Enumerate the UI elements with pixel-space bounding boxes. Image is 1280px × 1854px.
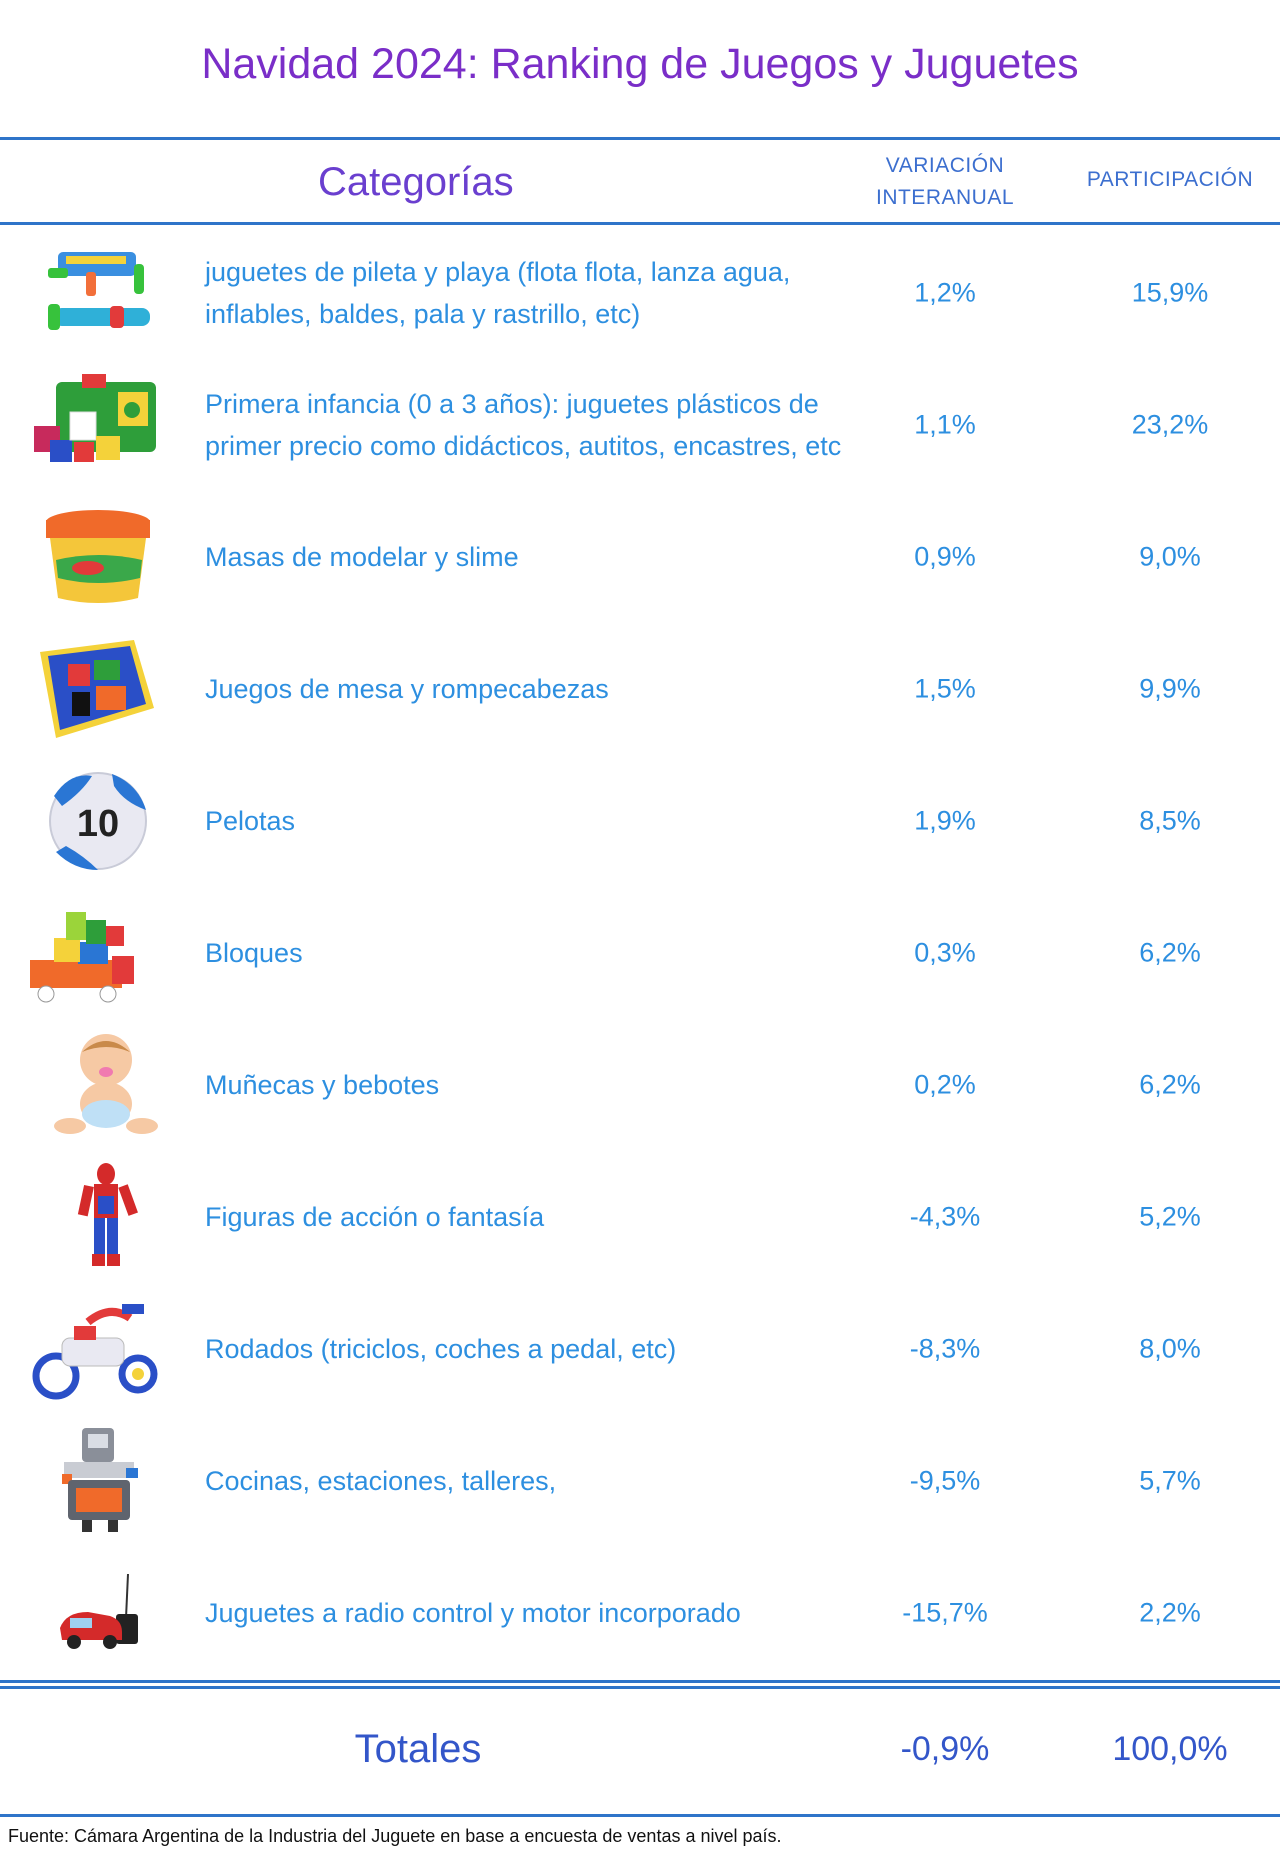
table-row: Masas de modelar y slime 0,9% 9,0% <box>0 491 1280 623</box>
totals-participacion: 100,0% <box>1112 1730 1228 1768</box>
totals-bottom-rule <box>0 1814 1280 1817</box>
participacion-value: 5,2% <box>1139 1201 1201 1232</box>
table-row: Figuras de acción o fantasía -4,3% 5,2% <box>0 1151 1280 1283</box>
category-label: Juguetes a radio control y motor incorpo… <box>205 1598 741 1628</box>
participacion-value: 6,2% <box>1139 1069 1201 1100</box>
rc-car-icon <box>60 1573 138 1649</box>
variacion-value: 0,3% <box>914 937 976 968</box>
table-row: juguetes de pileta y playa (flota flota,… <box>0 227 1280 359</box>
source-note: Fuente: Cámara Argentina de la Industria… <box>8 1826 782 1846</box>
variacion-value: 1,1% <box>914 409 976 440</box>
participacion-value: 9,9% <box>1139 673 1201 704</box>
action-figure-icon <box>77 1163 138 1266</box>
water-gun-icon <box>48 252 150 330</box>
table-row: Rodados (triciclos, coches a pedal, etc)… <box>0 1283 1280 1415</box>
tricycle-icon <box>32 1304 158 1400</box>
variacion-value: 0,9% <box>914 541 976 572</box>
category-label: Rodados (triciclos, coches a pedal, etc) <box>205 1334 677 1364</box>
play-dough-icon <box>46 510 150 603</box>
header-top-rule <box>0 137 1280 140</box>
variacion-value: -4,3% <box>909 1201 981 1232</box>
category-label: Muñecas y bebotes <box>205 1070 440 1100</box>
header-participacion: PARTICIPACIÓN <box>1086 168 1254 191</box>
table-row: Muñecas y bebotes 0,2% 6,2% <box>0 1019 1280 1151</box>
variacion-value: 1,5% <box>914 673 976 704</box>
page-title: Navidad 2024: Ranking de Juegos y Juguet… <box>201 40 1079 88</box>
variacion-value: 0,2% <box>914 1069 976 1100</box>
header-variacion-line1: VARIACIÓN <box>885 154 1005 177</box>
totals-label: Totales <box>354 1727 482 1771</box>
svg-text:10: 10 <box>77 803 119 845</box>
variacion-value: -9,5% <box>909 1465 981 1496</box>
baby-doll-icon <box>54 1034 158 1134</box>
totals-top-rule-1 <box>0 1680 1280 1683</box>
category-label: Cocinas, estaciones, talleres, <box>205 1466 557 1496</box>
variacion-value: 1,2% <box>914 277 976 308</box>
totals-top-rule-2 <box>0 1686 1280 1689</box>
participacion-value: 2,2% <box>1139 1597 1201 1628</box>
category-label: Bloques <box>205 938 303 968</box>
header-variacion: VARIACIÓN INTERANUAL <box>870 150 1020 214</box>
participacion-value: 9,0% <box>1139 541 1201 572</box>
variacion-value: 1,9% <box>914 805 976 836</box>
table-row: Bloques 0,3% 6,2% <box>0 887 1280 1019</box>
header-categorias: Categorías <box>318 160 514 204</box>
ball-icon: 10 <box>49 772 147 870</box>
participacion-value: 23,2% <box>1131 409 1209 440</box>
table-row: Cocinas, estaciones, talleres, -9,5% 5,7… <box>0 1415 1280 1547</box>
table-row: Juegos de mesa y rompecabezas 1,5% 9,9% <box>0 623 1280 755</box>
participacion-value: 6,2% <box>1139 937 1201 968</box>
blocks-icon <box>30 912 134 1003</box>
category-label: Juegos de mesa y rompecabezas <box>205 674 609 704</box>
participacion-value: 15,9% <box>1131 277 1209 308</box>
header-bottom-rule <box>0 222 1280 225</box>
participacion-value: 8,5% <box>1139 805 1201 836</box>
category-label: Figuras de acción o fantasía <box>205 1202 545 1232</box>
variacion-value: -15,7% <box>902 1597 988 1628</box>
participacion-value: 8,0% <box>1139 1333 1201 1364</box>
shape-sorter-icon <box>34 374 156 462</box>
table-row: Juguetes a radio control y motor incorpo… <box>0 1547 1280 1679</box>
totals-variacion: -0,9% <box>900 1730 990 1768</box>
variacion-value: -8,3% <box>909 1333 981 1364</box>
participacion-value: 5,7% <box>1139 1465 1201 1496</box>
category-label: Masas de modelar y slime <box>205 542 519 572</box>
category-label: Pelotas <box>205 806 296 836</box>
table-row: 10 Pelotas 1,9% 8,5% <box>0 755 1280 887</box>
header-variacion-line2: INTERANUAL <box>875 186 1015 209</box>
category-label: Primera infancia (0 a 3 años): juguetes … <box>205 389 842 461</box>
category-label: juguetes de pileta y playa (flota flota,… <box>205 257 791 329</box>
board-game-icon <box>40 640 154 738</box>
workbench-icon <box>62 1428 138 1532</box>
table-row: Primera infancia (0 a 3 años): juguetes … <box>0 359 1280 491</box>
